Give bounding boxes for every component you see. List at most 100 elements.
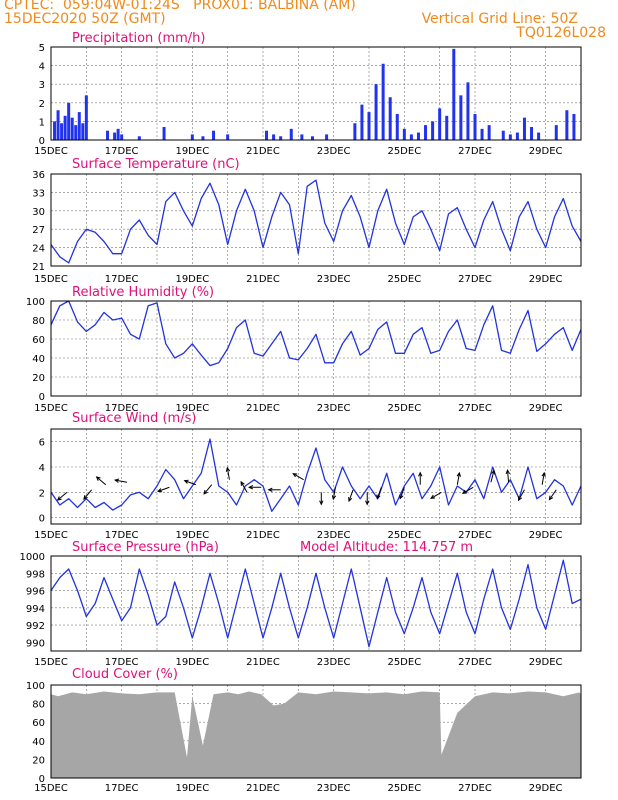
precipitation-bar	[487, 125, 491, 140]
precipitation-xtick-label: 17DEC	[105, 146, 139, 157]
precipitation-ytick-label: 3	[39, 80, 45, 91]
precipitation-xtick-label: 27DEC	[458, 146, 492, 157]
precipitation-bar	[572, 113, 576, 140]
wind-arrow-shaft	[83, 489, 93, 500]
precipitation-xtick-label: 21DEC	[246, 146, 280, 157]
precipitation-xtick-label: 25DEC	[387, 146, 421, 157]
precipitation-bar	[353, 123, 357, 140]
precipitation-bar	[106, 130, 110, 140]
wind-arrow-shaft	[430, 491, 442, 499]
temperature-frame	[50, 173, 582, 267]
cloud-cover-title: Cloud Cover (%)	[72, 667, 178, 682]
precipitation-ytick-label: 4	[39, 62, 45, 73]
pressure-xtick-label: 29DEC	[529, 657, 563, 668]
temperature-xtick-label: 27DEC	[458, 274, 492, 285]
pressure-xtick-label: 17DEC	[105, 657, 139, 668]
header-grid-note: Vertical Grid Line: 50Z	[421, 11, 578, 27]
wind-ytick-label: 2	[39, 488, 45, 499]
precipitation-bar	[74, 125, 78, 140]
precipitation-bar	[56, 110, 60, 140]
wind-arrow-head	[95, 476, 101, 481]
humidity-xtick-label: 15DEC	[34, 403, 68, 414]
temperature-xtick-label: 25DEC	[387, 274, 421, 285]
pressure-ytick-label: 1000	[20, 552, 45, 563]
precipitation-bar	[77, 112, 81, 140]
wind-arrow-shaft	[203, 484, 213, 495]
wind-arrow-head	[157, 488, 163, 493]
precipitation-bar	[116, 128, 120, 140]
wind-arrow-head	[331, 495, 337, 501]
precipitation-bar	[402, 128, 406, 140]
cloud-cover-xtick-label: 19DEC	[175, 783, 209, 794]
humidity-xtick-label: 27DEC	[458, 403, 492, 414]
temperature-ytick-label: 27	[32, 225, 45, 236]
cloud-cover-xtick-label: 25DEC	[387, 783, 421, 794]
wind-xtick-label: 23DEC	[317, 530, 351, 541]
humidity-ytick-label: 0	[39, 392, 45, 403]
wind-xtick-label: 27DEC	[458, 530, 492, 541]
precipitation-bar	[360, 104, 364, 140]
precipitation-bar	[473, 113, 477, 140]
precipitation-bar	[381, 63, 385, 140]
temperature-ytick-label: 21	[32, 262, 45, 273]
pressure-ytick-label: 994	[26, 604, 45, 615]
wind-arrow-shaft	[240, 481, 248, 493]
wind-arrow-head	[517, 496, 523, 502]
humidity-series-line	[50, 300, 582, 367]
cloud-cover-ytick-label: 40	[32, 737, 45, 748]
precipitation-bar	[137, 136, 141, 140]
wind-arrow-shaft	[157, 486, 170, 492]
precipitation-ytick-label: 5	[39, 43, 45, 54]
precipitation-bar	[508, 134, 512, 140]
temperature-ytick-label: 36	[32, 170, 45, 181]
humidity-xtick-label: 21DEC	[246, 403, 280, 414]
humidity-xtick-label: 29DEC	[529, 403, 563, 414]
pressure-frame	[50, 555, 582, 652]
humidity-ytick-label: 40	[32, 354, 45, 365]
wind-xtick-label: 29DEC	[529, 530, 563, 541]
precipitation-bar	[416, 132, 420, 140]
wind-arrow-head	[267, 487, 273, 492]
precipitation-bar	[466, 82, 470, 140]
cloud-cover-ytick-label: 0	[39, 774, 45, 785]
wind-arrow-shaft	[399, 487, 405, 499]
humidity-xtick-label: 25DEC	[387, 403, 421, 414]
cloud-cover-xtick-label: 23DEC	[317, 783, 351, 794]
cloud-cover-xtick-label: 17DEC	[105, 783, 139, 794]
humidity-xtick-label: 17DEC	[105, 403, 139, 414]
wind-arrow-head	[83, 494, 88, 500]
wind-arrow-shaft	[548, 489, 557, 500]
wind-ytick-label: 6	[39, 438, 45, 449]
wind-arrow-head	[418, 471, 423, 477]
wind-xtick-label: 25DEC	[387, 530, 421, 541]
pressure-xtick-label: 27DEC	[458, 657, 492, 668]
precipitation-bar	[480, 128, 484, 140]
precipitation-bar	[530, 126, 534, 140]
precipitation-bar	[515, 132, 519, 140]
pressure-annotation: Model Altitude: 114.757 m	[300, 540, 473, 555]
wind-arrow-shaft	[115, 479, 128, 483]
humidity-xtick-label: 19DEC	[175, 403, 209, 414]
precipitation-bar	[445, 115, 449, 140]
wind-arrow-head	[429, 494, 436, 499]
cloud-cover-ytick-label: 100	[26, 681, 45, 692]
temperature-title: Surface Temperature (nC)	[72, 157, 240, 172]
cloud-cover-frame	[50, 684, 582, 779]
precipitation-bar	[388, 97, 392, 140]
precipitation-bar	[424, 125, 428, 140]
precipitation-bar	[201, 136, 205, 140]
temperature-xtick-label: 23DEC	[317, 274, 351, 285]
wind-arrow-head	[491, 469, 496, 475]
humidity-xtick-label: 23DEC	[317, 403, 351, 414]
wind-arrow-head	[203, 489, 208, 495]
precipitation-bar	[522, 117, 526, 140]
pressure-xtick-label: 19DEC	[175, 657, 209, 668]
wind-arrow-head	[319, 500, 324, 506]
wind-series-line	[50, 438, 582, 512]
pressure-xtick-label: 15DEC	[34, 657, 68, 668]
humidity-ytick-label: 20	[32, 373, 45, 384]
precipitation-bar	[162, 126, 166, 140]
temperature-series-line	[50, 179, 582, 264]
cloud-cover-area	[51, 691, 581, 778]
humidity-ytick-label: 100	[26, 297, 45, 308]
